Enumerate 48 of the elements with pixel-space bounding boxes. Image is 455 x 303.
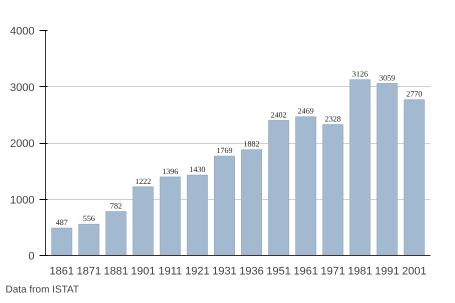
- data-label: 1882: [244, 140, 260, 149]
- bar: [295, 116, 316, 256]
- bar: [106, 211, 126, 256]
- bar: [186, 174, 208, 256]
- x-tick-label: 1901: [130, 266, 156, 278]
- data-label: 1769: [216, 146, 232, 155]
- x-tick-label: 1981: [348, 266, 372, 278]
- bar: [322, 124, 344, 256]
- x-tick-label: 1936: [239, 266, 264, 278]
- bar: [350, 79, 370, 256]
- data-label: 2770: [406, 90, 422, 99]
- data-label: 487: [56, 218, 68, 228]
- bar: [214, 156, 235, 256]
- data-label: 2402: [270, 110, 287, 120]
- data-label: 556: [82, 214, 95, 224]
- bar: [160, 176, 181, 256]
- text: Data from ISTAT: [6, 284, 80, 296]
- x-tick-label: 1971: [320, 266, 346, 278]
- bar: [376, 83, 398, 256]
- x-tick-label: 1921: [185, 266, 210, 278]
- data-label: 1396: [162, 166, 178, 176]
- data-label: 3059: [379, 73, 396, 82]
- data-label: 2328: [324, 114, 341, 124]
- x-tick-label: 1931: [212, 266, 237, 278]
- y-tick-label: 0: [28, 250, 35, 262]
- y-tick-label: 1000: [10, 194, 35, 206]
- data-label: 3126: [352, 70, 368, 79]
- bar: [404, 99, 425, 256]
- bar: [241, 149, 262, 256]
- bar: [268, 120, 290, 256]
- y-tick-label: 2000: [10, 138, 35, 150]
- data-label: 1430: [189, 165, 206, 174]
- y-tick-label: 4000: [10, 26, 35, 38]
- data-label: 1222: [135, 176, 152, 186]
- bar: [78, 224, 100, 256]
- x-tick-label: 1871: [76, 266, 102, 278]
- x-tick-label: 2001: [402, 266, 426, 278]
- bar: [132, 186, 154, 256]
- x-tick-label: 1881: [104, 266, 128, 278]
- x-tick-label: 1961: [294, 266, 318, 278]
- x-tick-label: 1861: [50, 266, 74, 278]
- bar: [51, 228, 72, 256]
- x-tick-label: 1911: [158, 266, 182, 278]
- data-label: 2469: [298, 106, 314, 116]
- data-label: 782: [110, 202, 122, 211]
- x-tick-label: 1991: [374, 266, 400, 278]
- x-tick-label: 1951: [266, 266, 291, 278]
- y-tick-label: 3000: [10, 82, 35, 94]
